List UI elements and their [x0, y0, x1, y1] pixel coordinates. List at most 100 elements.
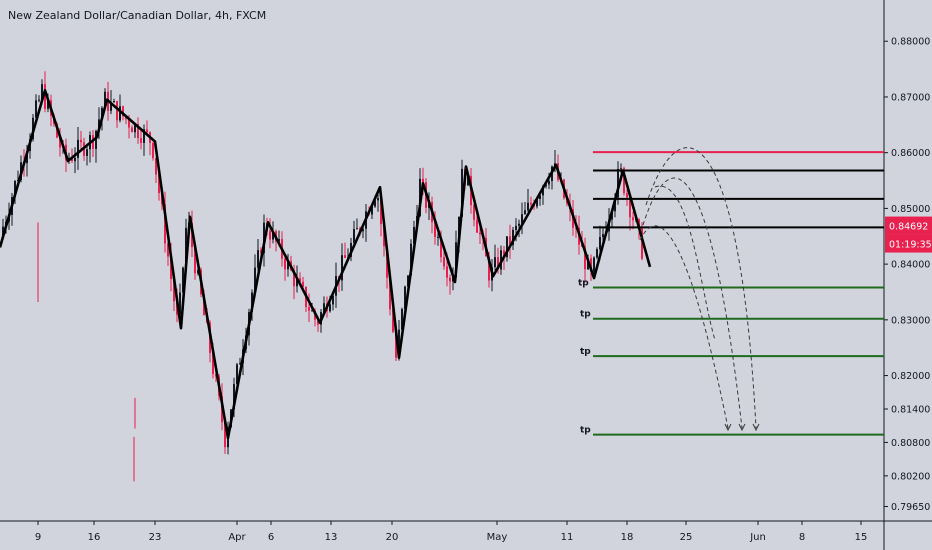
candle-body [548, 181, 550, 185]
candle-body [299, 278, 301, 282]
candle-body [446, 266, 448, 278]
countdown-tag [885, 234, 932, 253]
chart-title: New Zealand Dollar/Canadian Dollar, 4h, … [8, 9, 267, 22]
candle-body [506, 236, 508, 258]
candle-body [164, 204, 166, 244]
candle-body [110, 102, 112, 111]
candle-body [410, 243, 412, 276]
time-tick-label: 13 [325, 532, 338, 543]
candle-body [392, 309, 394, 332]
candle-body [473, 205, 475, 220]
price-tick-label: 0.85000 [891, 204, 930, 215]
projection-arrowhead [724, 423, 732, 432]
candle-body [371, 206, 373, 215]
time-tick-label: 16 [88, 532, 101, 543]
candle-body [137, 123, 139, 139]
candle-body [302, 281, 304, 287]
candle-body [494, 257, 496, 268]
candle-body [626, 193, 628, 198]
time-tick-label: 20 [386, 532, 399, 543]
candle-body [74, 157, 76, 162]
time-tick-label: 23 [149, 532, 162, 543]
candle-body [536, 198, 538, 207]
candle-body [170, 256, 172, 279]
candle-body [398, 329, 400, 358]
candle-body [236, 364, 238, 385]
candle-body [269, 231, 271, 240]
candle-body [80, 139, 82, 143]
candle-body [332, 295, 334, 305]
candle-body [131, 127, 133, 133]
price-tick-label: 0.86000 [891, 148, 930, 159]
candle-body [596, 249, 598, 258]
candle-body [488, 256, 490, 281]
candle-body [629, 197, 631, 218]
projection-arc [642, 177, 743, 429]
candle-body [47, 100, 49, 109]
candle-body [476, 219, 478, 233]
projection-arc [645, 147, 757, 429]
candle-body [389, 277, 391, 310]
candle-body [173, 278, 175, 302]
candle-body [353, 229, 355, 243]
projection-arrowhead [738, 423, 746, 432]
candle-body [377, 198, 379, 201]
projection-arc [639, 225, 729, 429]
candle-body [467, 175, 469, 186]
candle-body [287, 261, 289, 270]
candle-body [119, 106, 121, 121]
candle-body [437, 236, 439, 238]
candle-body [356, 228, 358, 230]
candle-body [641, 227, 643, 259]
candle-body [623, 168, 625, 194]
candle-body [386, 246, 388, 278]
target-label: tp [580, 310, 591, 320]
candle-body [128, 119, 130, 128]
candle-body [521, 214, 523, 224]
candle-body [584, 246, 586, 270]
candle-body [185, 227, 187, 268]
target-label: tp [578, 279, 589, 289]
candle-body [86, 149, 88, 156]
target-label: tp [580, 347, 591, 357]
candle-body [323, 303, 325, 313]
candle-body [155, 158, 157, 175]
candle-body [308, 307, 310, 311]
candle-body [413, 226, 415, 244]
candle-body [71, 158, 73, 162]
candle-body [401, 309, 403, 330]
price-tick-label: 0.81400 [891, 404, 930, 415]
candle-body [518, 223, 520, 226]
candle-body [599, 236, 601, 250]
price-tick-label: 0.84000 [891, 260, 930, 271]
candle-body [422, 178, 424, 183]
candle-body [77, 139, 79, 158]
candle-body [35, 100, 37, 118]
candle-body [140, 138, 142, 143]
projection-arc [654, 185, 716, 341]
price-tag [885, 216, 932, 235]
candle-body [527, 202, 529, 211]
candle-body [233, 384, 235, 410]
time-tick-label: 25 [680, 532, 693, 543]
candle-body [41, 84, 43, 100]
candle-body [380, 198, 382, 225]
candle-body [134, 123, 136, 133]
candle-body [329, 304, 331, 312]
candle-body [443, 257, 445, 267]
candle-body [509, 236, 511, 246]
candle-body [395, 331, 397, 358]
price-tick-label: 0.80200 [891, 471, 930, 482]
candle-body [179, 292, 181, 315]
candle-body [503, 250, 505, 258]
price-tick-label: 0.83000 [891, 315, 930, 326]
candle-body [239, 363, 241, 365]
candle-body [254, 267, 256, 293]
candle-body [116, 101, 118, 121]
candle-body [479, 232, 481, 235]
candle-body [497, 257, 499, 270]
candle-body [212, 353, 214, 375]
candle-body [44, 84, 46, 109]
